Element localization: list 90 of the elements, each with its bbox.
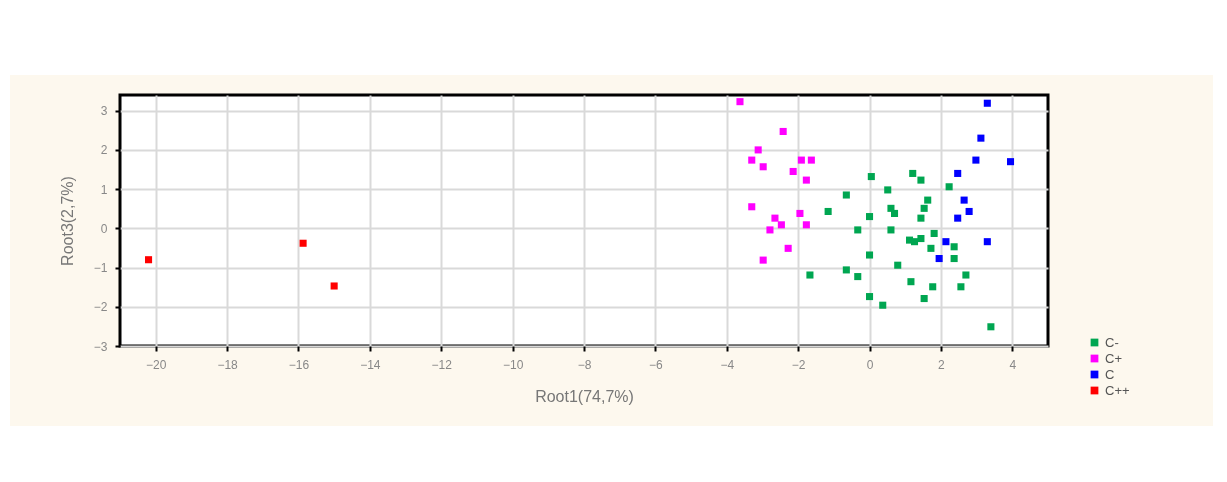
- y-tick-label: −2: [93, 300, 108, 315]
- point: [905, 236, 914, 244]
- point: [145, 256, 153, 264]
- x-tick-label: −6: [649, 357, 664, 372]
- legend-label: C-: [1105, 334, 1119, 350]
- point: [748, 203, 756, 211]
- point: [299, 239, 307, 247]
- point: [909, 169, 917, 177]
- legend-label: C: [1105, 366, 1115, 382]
- x-tick-label: −10: [502, 357, 524, 372]
- point: [866, 293, 874, 301]
- point: [954, 214, 962, 222]
- point: [796, 209, 804, 217]
- point: [935, 255, 943, 263]
- point: [942, 238, 950, 246]
- y-tick-label: −1: [93, 261, 108, 276]
- point: [842, 191, 850, 199]
- point: [927, 244, 935, 252]
- y-tick-label: 3: [100, 104, 108, 119]
- point: [748, 156, 756, 164]
- point: [917, 214, 925, 222]
- point: [960, 196, 968, 204]
- point: [917, 176, 925, 184]
- point: [929, 283, 937, 291]
- point: [842, 266, 850, 274]
- point: [987, 323, 995, 331]
- x-tick-label: −4: [720, 357, 735, 372]
- point: [950, 255, 958, 263]
- x-axis-title: Root1(74,7%): [535, 387, 634, 405]
- y-tick-label: −3: [93, 339, 108, 354]
- point: [945, 183, 953, 191]
- point: [924, 196, 932, 204]
- point: [766, 226, 774, 234]
- point: [977, 134, 985, 142]
- x-tick-label: −2: [791, 357, 806, 372]
- point: [771, 214, 779, 222]
- point: [950, 243, 958, 251]
- point: [962, 271, 970, 279]
- point: [920, 204, 928, 212]
- point: [736, 98, 744, 106]
- point: [777, 221, 785, 229]
- point: [330, 282, 338, 290]
- x-tick-label: −20: [146, 357, 167, 372]
- point: [930, 229, 938, 237]
- point: [759, 163, 767, 171]
- x-tick-label: −8: [577, 357, 592, 372]
- point: [866, 213, 874, 221]
- point: [807, 156, 815, 164]
- point: [867, 173, 875, 181]
- point: [854, 273, 862, 281]
- point: [784, 244, 792, 252]
- x-tick-label: 0: [866, 357, 874, 372]
- point: [797, 156, 805, 164]
- point: [894, 261, 902, 269]
- x-tick-label: 4: [1009, 357, 1017, 372]
- point: [866, 251, 874, 259]
- y-axis-title: Root3(2,7%): [58, 176, 76, 266]
- x-tick-label: −18: [217, 357, 239, 372]
- point: [965, 207, 973, 216]
- point: [789, 167, 797, 176]
- y-tick-label: 2: [100, 143, 108, 158]
- point: [884, 186, 892, 194]
- point: [972, 156, 980, 164]
- point: [806, 271, 814, 279]
- y-tick-label: 1: [100, 182, 108, 197]
- point: [890, 209, 899, 217]
- point: [887, 226, 895, 234]
- x-tick-label: −12: [431, 357, 453, 372]
- point: [879, 301, 887, 309]
- point: [983, 238, 991, 246]
- point: [754, 146, 762, 154]
- point: [907, 278, 915, 286]
- x-tick-label: 2: [938, 357, 946, 372]
- y-tick-label: 0: [100, 221, 108, 236]
- x-tick-label: −14: [360, 357, 381, 372]
- point: [957, 283, 965, 291]
- legend-label: C+: [1105, 350, 1122, 366]
- point: [824, 207, 832, 216]
- point: [1006, 158, 1015, 166]
- point: [802, 176, 810, 184]
- point: [854, 226, 862, 234]
- point: [759, 256, 767, 264]
- point: [917, 235, 925, 243]
- point: [779, 127, 787, 136]
- legend-label: C++: [1105, 382, 1130, 398]
- point: [802, 221, 810, 229]
- point: [920, 295, 928, 303]
- x-tick-label: −16: [288, 357, 310, 372]
- point: [983, 99, 991, 107]
- point: [954, 169, 962, 177]
